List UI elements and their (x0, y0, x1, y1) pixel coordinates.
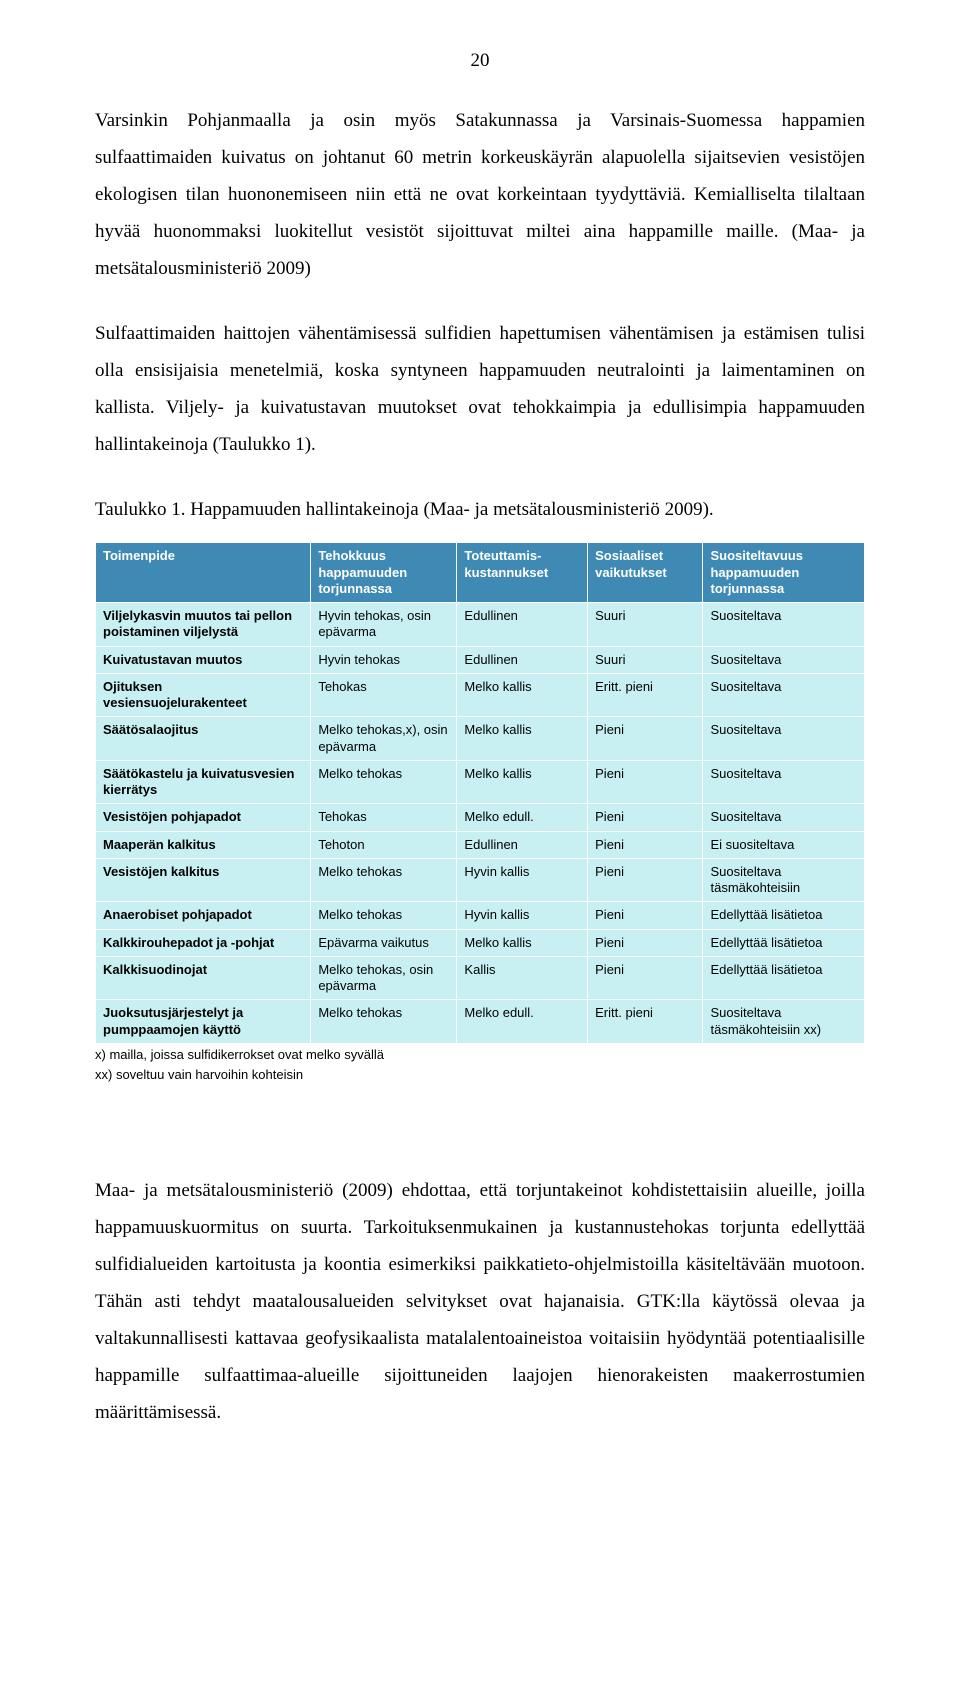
table-cell: Suositeltava (703, 804, 865, 831)
table-cell: Hyvin tehokas (311, 646, 457, 673)
table-footnote-1: x) mailla, joissa sulfidikerrokset ovat … (95, 1046, 865, 1064)
table-row-header: Viljelykasvin muutos tai pellon poistami… (96, 603, 311, 647)
table-cell: Pieni (588, 956, 703, 1000)
paragraph-3: Maa- ja metsätalousministeriö (2009) ehd… (95, 1172, 865, 1431)
table-cell: Melko kallis (457, 717, 588, 761)
table-cell: Pieni (588, 760, 703, 804)
table-cell: Edullinen (457, 646, 588, 673)
table-row-header: Anaerobiset pohjapadot (96, 902, 311, 929)
table-row: Vesistöjen kalkitusMelko tehokasHyvin ka… (96, 858, 865, 902)
table-row: KalkkisuodinojatMelko tehokas, osin epäv… (96, 956, 865, 1000)
table-cell: Suositeltava (703, 717, 865, 761)
table-row: Anaerobiset pohjapadotMelko tehokasHyvin… (96, 902, 865, 929)
table-row-header: Säätösalaojitus (96, 717, 311, 761)
table-cell: Melko tehokas (311, 902, 457, 929)
table-column-header: Sosiaaliset vaikutukset (588, 543, 703, 603)
table-cell: Tehokas (311, 673, 457, 717)
paragraph-1: Varsinkin Pohjanmaalla ja osin myös Sata… (95, 102, 865, 287)
table-cell: Melko kallis (457, 929, 588, 956)
table-cell: Ei suositeltava (703, 831, 865, 858)
table-row: Kalkkirouhepadot ja -pohjatEpävarma vaik… (96, 929, 865, 956)
table-cell: Tehoton (311, 831, 457, 858)
table-row: Vesistöjen pohjapadotTehokasMelko edull.… (96, 804, 865, 831)
table-row: Ojituksen vesiensuojelurakenteetTehokasM… (96, 673, 865, 717)
table-header-row: ToimenpideTehokkuus happamuuden torjunna… (96, 543, 865, 603)
table-cell: Suositeltava (703, 603, 865, 647)
table-cell: Melko tehokas (311, 760, 457, 804)
table-row-header: Juoksutusjärjestelyt ja pumppaamojen käy… (96, 1000, 311, 1044)
page-number: 20 (95, 50, 865, 72)
table-cell: Pieni (588, 717, 703, 761)
table-cell: Pieni (588, 831, 703, 858)
table-cell: Melko edull. (457, 804, 588, 831)
table-cell: Melko tehokas (311, 1000, 457, 1044)
table-cell: Melko tehokas, osin epävarma (311, 956, 457, 1000)
table-cell: Edullinen (457, 603, 588, 647)
table-row-header: Ojituksen vesiensuojelurakenteet (96, 673, 311, 717)
table-cell: Hyvin kallis (457, 902, 588, 929)
table-cell: Melko tehokas (311, 858, 457, 902)
table-row-header: Vesistöjen pohjapadot (96, 804, 311, 831)
table-row-header: Kalkkirouhepadot ja -pohjat (96, 929, 311, 956)
table-cell: Pieni (588, 858, 703, 902)
table-cell: Melko edull. (457, 1000, 588, 1044)
hallintakeinot-table: ToimenpideTehokkuus happamuuden torjunna… (95, 542, 865, 1044)
table-cell: Edullinen (457, 831, 588, 858)
table-row: Kuivatustavan muutosHyvin tehokasEdullin… (96, 646, 865, 673)
table-cell: Pieni (588, 929, 703, 956)
table-row-header: Maaperän kalkitus (96, 831, 311, 858)
table-row-header: Kalkkisuodinojat (96, 956, 311, 1000)
table-cell: Suositeltava täsmäkohteisiin xx) (703, 1000, 865, 1044)
table-cell: Melko kallis (457, 673, 588, 717)
paragraph-2: Sulfaattimaiden haittojen vähentämisessä… (95, 315, 865, 463)
table-cell: Tehokas (311, 804, 457, 831)
table-cell: Hyvin tehokas, osin epävarma (311, 603, 457, 647)
table-cell: Suositeltava (703, 760, 865, 804)
table-row-header: Kuivatustavan muutos (96, 646, 311, 673)
table-cell: Eritt. pieni (588, 1000, 703, 1044)
spacer (95, 1083, 865, 1153)
table-cell: Edellyttää lisätietoa (703, 902, 865, 929)
table-column-header: Toteuttamis-kustannukset (457, 543, 588, 603)
table-cell: Hyvin kallis (457, 858, 588, 902)
table-row: Maaperän kalkitusTehotonEdullinenPieniEi… (96, 831, 865, 858)
table-cell: Pieni (588, 902, 703, 929)
table-cell: Edellyttää lisätietoa (703, 929, 865, 956)
table-cell: Edellyttää lisätietoa (703, 956, 865, 1000)
table-row-header: Säätökastelu ja kuivatusvesien kierrätys (96, 760, 311, 804)
table-cell: Suuri (588, 646, 703, 673)
table-column-header: Tehokkuus happamuuden torjunnassa (311, 543, 457, 603)
table-row: Säätökastelu ja kuivatusvesien kierrätys… (96, 760, 865, 804)
table-row: Viljelykasvin muutos tai pellon poistami… (96, 603, 865, 647)
table-column-header: Suositeltavuus happamuuden torjunnassa (703, 543, 865, 603)
table-cell: Melko kallis (457, 760, 588, 804)
table-cell: Suuri (588, 603, 703, 647)
table-cell: Eritt. pieni (588, 673, 703, 717)
table-row: Juoksutusjärjestelyt ja pumppaamojen käy… (96, 1000, 865, 1044)
table-caption: Taulukko 1. Happamuuden hallintakeinoja … (95, 491, 865, 528)
table-cell: Kallis (457, 956, 588, 1000)
table-row-header: Vesistöjen kalkitus (96, 858, 311, 902)
table-cell: Pieni (588, 804, 703, 831)
table-column-header: Toimenpide (96, 543, 311, 603)
table-footnote-2: xx) soveltuu vain harvoihin kohteisin (95, 1066, 865, 1084)
table-cell: Epävarma vaikutus (311, 929, 457, 956)
table-cell: Suositeltava (703, 673, 865, 717)
table-cell: Melko tehokas,x), osin epävarma (311, 717, 457, 761)
table-cell: Suositeltava täsmäkohteisiin (703, 858, 865, 902)
table-row: SäätösalaojitusMelko tehokas,x), osin ep… (96, 717, 865, 761)
table-cell: Suositeltava (703, 646, 865, 673)
document-page: 20 Varsinkin Pohjanmaalla ja osin myös S… (0, 0, 960, 1519)
